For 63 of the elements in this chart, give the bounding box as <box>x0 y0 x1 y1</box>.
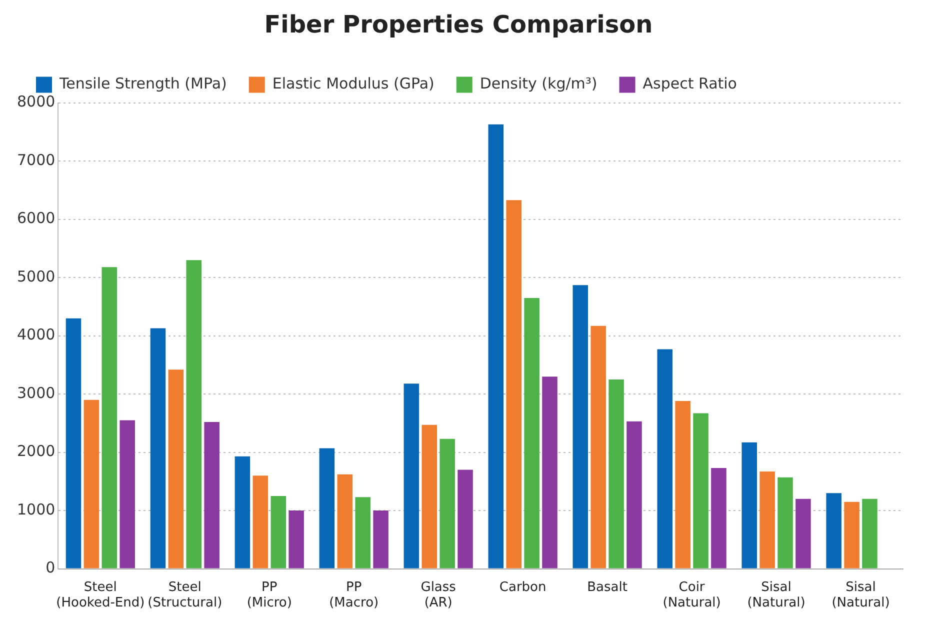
bar <box>355 497 370 568</box>
x-tick-label: PP (Macro) <box>329 580 379 611</box>
bar <box>796 498 811 568</box>
bar <box>778 477 793 568</box>
bar <box>590 326 606 568</box>
bar <box>440 438 455 568</box>
x-tick-label: Glass (AR) <box>420 580 456 611</box>
y-tick-label: 4000 <box>16 326 56 344</box>
y-tick-label: 1000 <box>16 500 56 518</box>
legend-label: Aspect Ratio <box>642 74 737 93</box>
bar <box>458 470 473 568</box>
bar <box>524 298 540 568</box>
y-tick-label: 3000 <box>16 384 56 402</box>
bar <box>252 476 268 568</box>
y-tick-label: 2000 <box>16 442 56 460</box>
bar <box>422 424 437 568</box>
chart-title: Fiber Properties Comparison <box>264 10 653 39</box>
x-tick-label: Sisal (Natural) <box>747 580 806 611</box>
bar <box>204 422 220 568</box>
y-tick-label: 0 <box>46 558 56 577</box>
bar <box>693 413 708 568</box>
bar <box>186 260 202 568</box>
bar <box>862 498 878 568</box>
bar <box>337 474 353 568</box>
bar <box>742 442 757 568</box>
x-tick-label: Basalt <box>587 580 628 595</box>
bar <box>626 421 642 568</box>
bar <box>319 448 335 568</box>
y-tick-label: 7000 <box>16 150 56 169</box>
bar <box>572 285 588 568</box>
bar <box>270 496 286 568</box>
bar <box>288 510 304 568</box>
legend-label: Density (kg/m³) <box>480 74 598 93</box>
bar <box>488 124 504 568</box>
bar <box>404 384 420 568</box>
bar <box>66 318 82 568</box>
bar <box>120 420 135 568</box>
bar <box>608 379 624 568</box>
bar <box>234 456 250 568</box>
bar <box>102 267 118 568</box>
bar <box>760 472 775 568</box>
bar <box>826 493 842 568</box>
bar <box>711 468 726 568</box>
bar <box>844 502 860 568</box>
y-tick-label: 5000 <box>16 267 56 286</box>
bar <box>675 401 690 568</box>
bar <box>506 200 522 568</box>
legend-label: Elastic Modulus (GPa) <box>272 74 434 93</box>
y-tick-label: 6000 <box>16 209 56 228</box>
bar <box>84 400 100 568</box>
bar <box>373 510 388 568</box>
legend-label: Tensile Strength (MPa) <box>58 74 227 93</box>
x-tick-label: Carbon <box>499 580 546 595</box>
y-tick-label: 8000 <box>16 92 56 111</box>
x-tick-label: Steel (Structural) <box>148 580 222 611</box>
bar <box>168 370 184 568</box>
x-tick-label: Coir (Natural) <box>662 580 721 611</box>
bar <box>150 328 166 568</box>
x-tick-label: PP (Micro) <box>246 580 292 611</box>
bar <box>657 349 672 568</box>
bar <box>542 376 558 568</box>
x-tick-label: Steel (Hooked-End) <box>56 580 145 611</box>
x-tick-label: Sisal (Natural) <box>832 580 890 611</box>
